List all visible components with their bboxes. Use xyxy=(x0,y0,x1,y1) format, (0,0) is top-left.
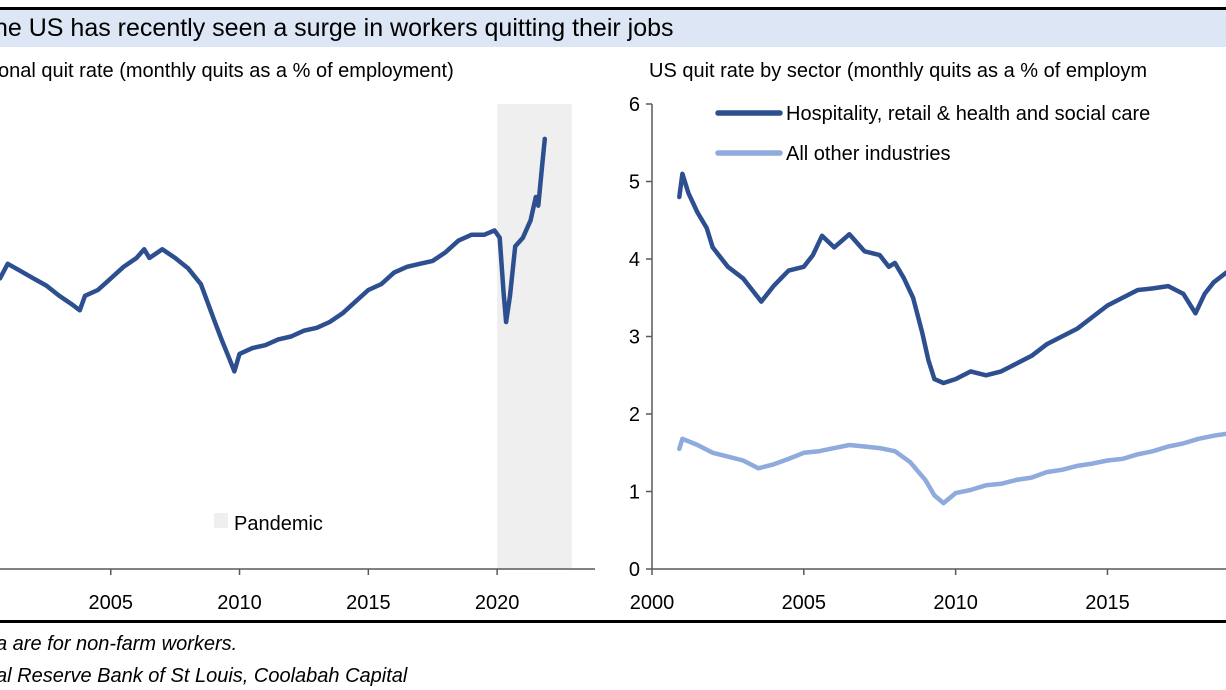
y-tick-label: 0 xyxy=(629,559,640,581)
legend-label-1: Hospitality, retail & health and social … xyxy=(786,103,1150,125)
x-tick-label: 2015 xyxy=(346,592,391,614)
x-tick-label: 2000 xyxy=(630,592,675,614)
left-chart: 2005 2010 2015 2020 Pandemic xyxy=(0,104,595,614)
x-tick-label: 2005 xyxy=(89,592,134,614)
series-line-1 xyxy=(0,136,548,374)
pandemic-legend-swatch xyxy=(214,513,228,528)
y-tick-label: 6 xyxy=(629,94,640,116)
y-tick-label: 5 xyxy=(629,172,640,194)
title-bar xyxy=(0,10,1226,47)
x-tick-label: 2015 xyxy=(1085,592,1130,614)
series-line-2 xyxy=(677,431,1226,506)
pandemic-legend-label: Pandemic xyxy=(234,513,323,535)
y-tick-label: 4 xyxy=(629,249,640,271)
x-tick-label: 2005 xyxy=(782,592,827,614)
bottom-rule xyxy=(0,620,1226,623)
source-note: al Reserve Bank of St Louis, Coolabah Ca… xyxy=(0,665,408,687)
left-chart-title: onal quit rate (monthly quits as a % of … xyxy=(0,60,454,82)
y-tick-label: 3 xyxy=(629,327,640,349)
x-tick-label: 2020 xyxy=(475,592,520,614)
page-title: he US has recently seen a surge in worke… xyxy=(0,14,674,42)
legend-label-2: All other industries xyxy=(786,143,951,165)
footnote: a are for non-farm workers. xyxy=(0,633,238,655)
pandemic-shade xyxy=(497,104,572,569)
y-tick-label: 2 xyxy=(629,404,640,426)
right-chart-title: US quit rate by sector (monthly quits as… xyxy=(649,60,1147,82)
x-tick-label: 2010 xyxy=(217,592,262,614)
x-tick-label: 2010 xyxy=(933,592,978,614)
top-rule xyxy=(0,7,1226,10)
y-tick-label: 1 xyxy=(629,482,640,504)
series-line-1 xyxy=(677,171,1226,386)
right-chart: 012345620002005201020152020Hospitality, … xyxy=(629,94,1226,614)
